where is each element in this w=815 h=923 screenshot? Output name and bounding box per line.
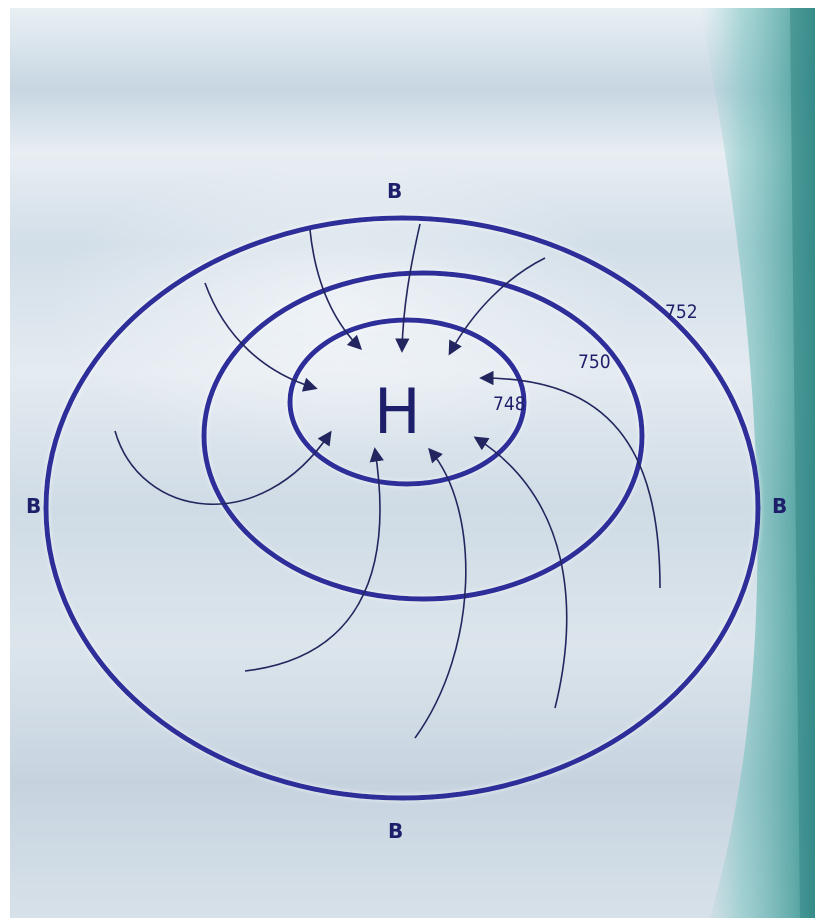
direction-label-top: B [387,179,402,203]
high-pressure-center-label: H [374,375,421,448]
isobar-label-752: 752 [665,301,698,323]
wind-arrow [395,223,421,353]
pressure-diagram: H 748 750 752 B B B B [26,179,787,843]
direction-label-left: B [26,494,41,518]
direction-label-bottom: B [388,819,403,843]
wind-arrow [244,447,384,672]
isobar-label-748: 748 [493,393,526,415]
isobar-750 [201,270,645,602]
isobar-label-750: 750 [578,351,611,373]
direction-label-right: B [772,494,787,518]
isobar-748 [287,317,527,487]
wind-arrow [114,430,332,506]
wind-arrow [448,257,546,356]
isobar-752 [43,215,761,801]
wind-arrow [204,282,318,392]
wind-arrow [414,447,467,739]
wind-arrow [479,370,661,589]
wind-arrows [114,223,661,739]
wind-arrow [473,436,568,709]
background-teal-panel [700,8,815,918]
wind-arrow [309,229,363,351]
diagram-stage: H 748 750 752 B B B B [10,8,815,918]
